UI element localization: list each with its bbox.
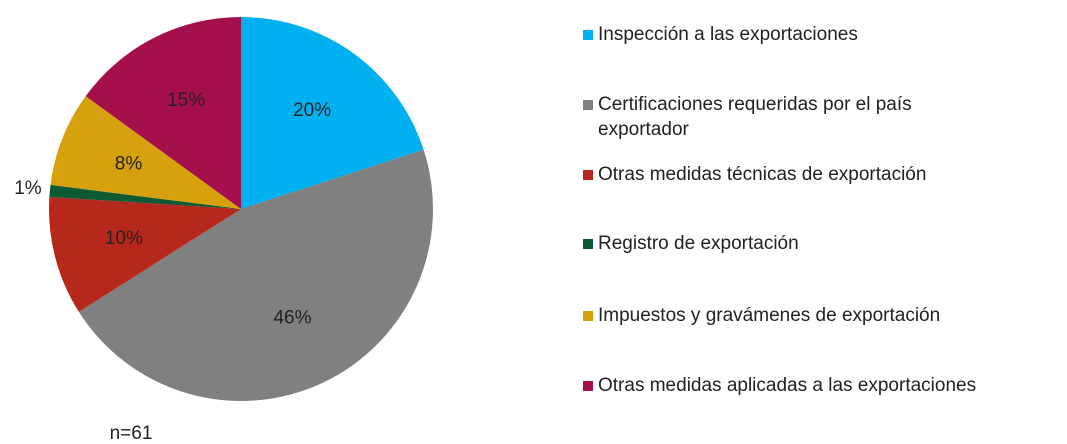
data-label: 10% (105, 228, 143, 249)
legend-label: Inspección a las exportaciones (598, 24, 858, 45)
legend-label: Registro de exportación (598, 233, 799, 254)
legend-swatch (583, 170, 593, 180)
legend-swatch (583, 381, 593, 391)
data-label: 1% (14, 178, 42, 199)
legend-item: Certificaciones requeridas por el país e… (583, 92, 938, 142)
pie-slice (50, 96, 241, 209)
legend-swatch (583, 239, 593, 249)
legend-item: Inspección a las exportaciones (583, 22, 858, 47)
legend-label: Certificaciones requeridas por el país e… (598, 94, 912, 140)
legend-label: Otras medidas técnicas de exportación (598, 164, 927, 185)
legend-item: Registro de exportación (583, 231, 799, 256)
pie-slice (78, 149, 434, 402)
data-label: 20% (293, 100, 331, 121)
pie-slice (49, 184, 241, 209)
data-label: 15% (167, 90, 205, 111)
data-label: 8% (115, 153, 143, 174)
pie-slice (241, 17, 424, 209)
note: n=61 (110, 423, 153, 444)
data-label: 46% (273, 307, 311, 328)
legend-label: Impuestos y gravámenes de exportación (598, 305, 941, 326)
legend-swatch (583, 30, 593, 40)
legend-item: Otras medidas aplicadas a las exportacio… (583, 373, 976, 398)
pie-slice (85, 17, 242, 209)
legend-swatch (583, 100, 593, 110)
legend-item: Impuestos y gravámenes de exportación (583, 303, 940, 328)
pie-area: n=61 20% 46% 10% 1% 8% 15% (14, 17, 434, 444)
legend-label: Otras medidas aplicadas a las exportacio… (598, 375, 977, 396)
legend-swatch (583, 311, 593, 321)
legend-item: Otras medidas técnicas de exportación (583, 162, 926, 187)
pie-slice (49, 196, 241, 312)
